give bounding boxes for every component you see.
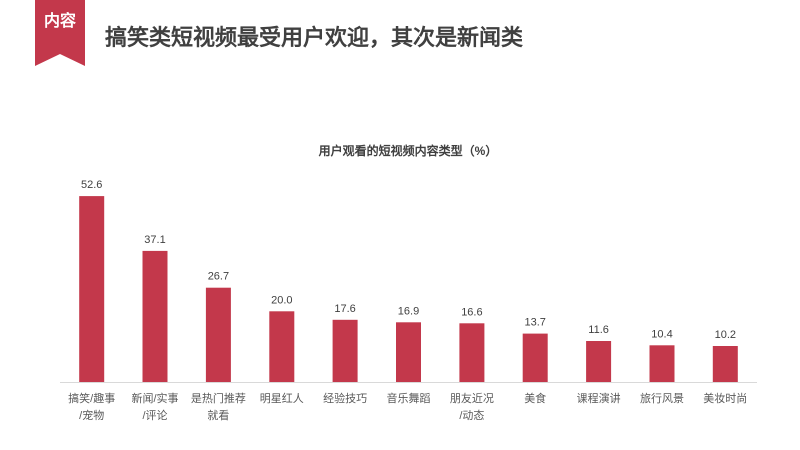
value-label-10: 10.4 <box>651 328 672 340</box>
category-label-line: 搞笑/趣事 <box>68 391 115 405</box>
bar-4 <box>269 311 295 382</box>
category-label-5: 经验技巧 <box>323 391 367 405</box>
category-label-line: 课程演讲 <box>577 391 621 405</box>
bars-group <box>79 196 738 382</box>
bar-3 <box>205 287 231 382</box>
value-label-9: 11.6 <box>588 324 609 336</box>
value-label-11: 10.2 <box>715 329 736 341</box>
value-label-8: 13.7 <box>524 317 545 329</box>
category-label-line: 朋友近况 <box>450 391 494 405</box>
ribbon-polygon <box>35 0 85 66</box>
category-label-3: 是热门推荐就看 <box>191 391 246 422</box>
value-label-7: 16.6 <box>461 306 482 318</box>
category-label-line: 音乐舞蹈 <box>387 391 431 405</box>
category-label-line: 新闻/实事 <box>131 391 178 405</box>
bar-7 <box>459 323 485 382</box>
category-label-7: 朋友近况/动态 <box>450 391 494 422</box>
category-label-line: 是热门推荐 <box>191 391 246 405</box>
category-label-2: 新闻/实事/评论 <box>131 391 178 422</box>
category-label-line: 美妆时尚 <box>703 391 747 405</box>
value-label-4: 20.0 <box>271 294 292 306</box>
category-label-4: 明星红人 <box>260 392 304 405</box>
section-tag: 内容 <box>35 0 85 66</box>
bar-10 <box>649 345 675 382</box>
ribbon-shape <box>35 0 85 66</box>
category-label-line: 美食 <box>524 391 546 405</box>
bar-9 <box>586 341 612 382</box>
category-label-line: 旅行风景 <box>640 391 684 405</box>
bar-11 <box>712 346 738 382</box>
category-label-10: 旅行风景 <box>640 391 684 405</box>
value-label-2: 37.1 <box>144 234 165 246</box>
category-label-8: 美食 <box>524 391 546 405</box>
category-label-6: 音乐舞蹈 <box>387 391 431 405</box>
value-label-6: 16.9 <box>398 305 419 317</box>
bar-6 <box>396 322 421 382</box>
category-label-line: /评论 <box>142 408 167 422</box>
value-labels-group: 52.6 37.1 26.7 20.0 17.6 16.9 16.6 13.7 11.6 10.4… <box>81 179 736 341</box>
category-label-line: 经验技巧 <box>323 391 367 405</box>
category-label-11: 美妆时尚 <box>703 391 747 405</box>
bar-2 <box>142 250 168 382</box>
section-tag-label: 内容 <box>43 13 76 30</box>
category-label-line: /动态 <box>459 409 484 422</box>
chart-title: 用户观看的短视频内容类型（%） <box>318 143 498 158</box>
value-label-1: 52.6 <box>81 179 102 191</box>
value-label-5: 17.6 <box>334 303 355 315</box>
value-label-3: 26.7 <box>208 271 229 283</box>
category-label-line: /宠物 <box>79 408 104 422</box>
category-label-1: 搞笑/趣事/宠物 <box>68 391 115 422</box>
category-label-9: 课程演讲 <box>577 391 621 405</box>
category-label-line: 就看 <box>207 408 229 422</box>
bar-1 <box>79 196 105 382</box>
bar-5 <box>332 319 358 382</box>
slide-title: 搞笑类短视频最受用户欢迎，其次是新闻类 <box>105 25 524 50</box>
bar-8 <box>522 333 548 382</box>
category-label-line: 明星红人 <box>260 392 304 405</box>
